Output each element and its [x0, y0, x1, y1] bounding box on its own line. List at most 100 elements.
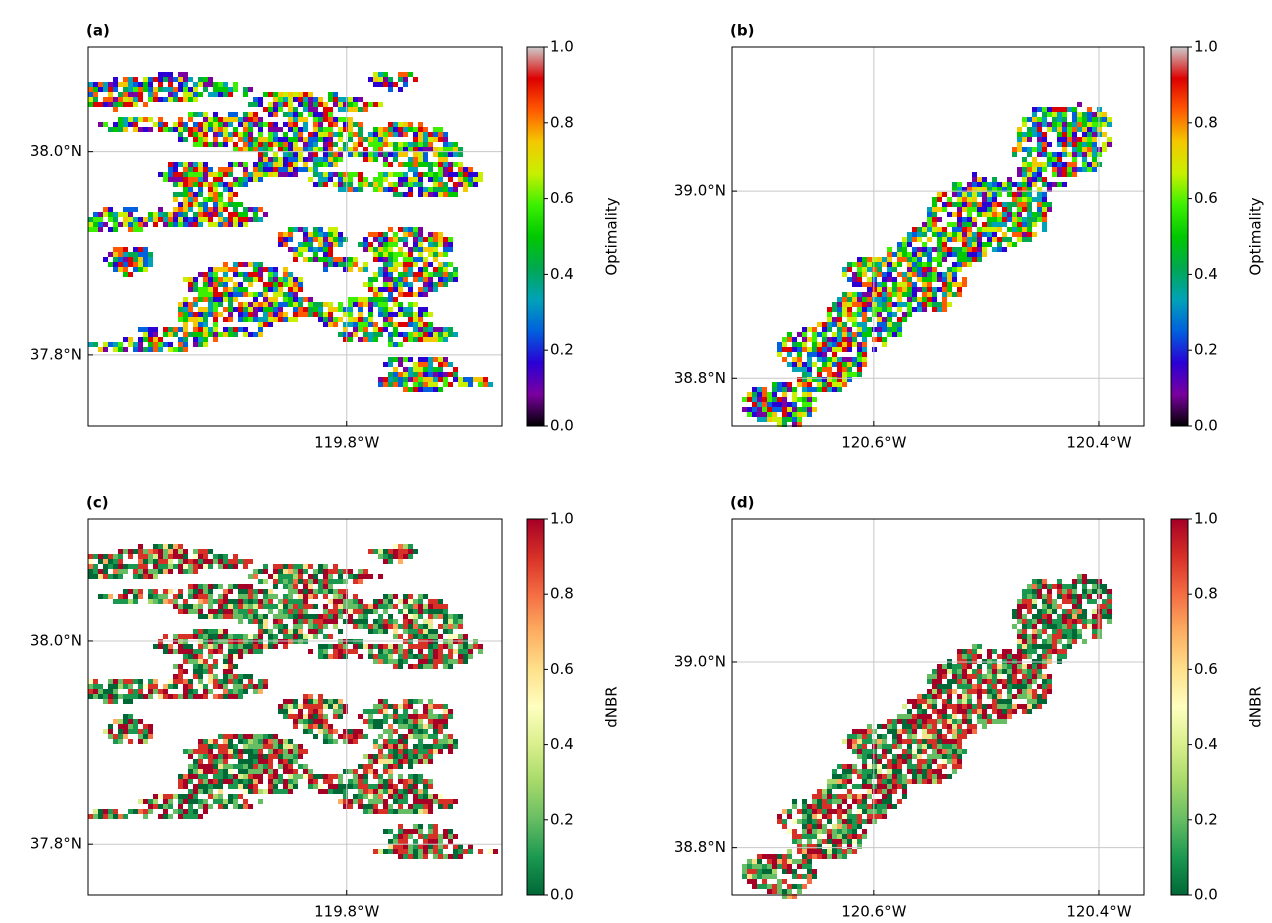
burn-pixel: [428, 262, 433, 267]
burn-pixel: [208, 739, 213, 744]
burn-pixel: [393, 549, 398, 554]
burn-pixel: [782, 382, 787, 387]
burn-pixel: [143, 809, 148, 814]
burn-pixel: [408, 649, 413, 654]
burn-pixel: [378, 784, 383, 789]
burn-pixel: [258, 142, 263, 147]
burn-pixel: [353, 579, 358, 584]
burn-pixel: [1032, 217, 1037, 222]
burn-pixel: [363, 769, 368, 774]
burn-pixel: [1042, 167, 1047, 172]
burn-pixel: [867, 282, 872, 287]
burn-pixel: [418, 844, 423, 849]
burn-pixel: [278, 639, 283, 644]
burn-pixel: [333, 644, 338, 649]
burn-pixel: [1087, 147, 1092, 152]
burn-pixel: [333, 182, 338, 187]
burn-pixel: [213, 744, 218, 749]
burn-pixel: [243, 272, 248, 277]
burn-pixel: [308, 312, 313, 317]
burn-pixel: [428, 337, 433, 342]
burn-pixel: [148, 804, 153, 809]
burn-pixel: [133, 77, 138, 82]
burn-pixel: [113, 87, 118, 92]
burn-pixel: [233, 202, 238, 207]
burn-pixel: [383, 177, 388, 182]
burn-pixel: [168, 342, 173, 347]
burn-pixel: [957, 247, 962, 252]
burn-pixel: [428, 357, 433, 362]
burn-pixel: [458, 854, 463, 859]
burn-pixel: [258, 277, 263, 282]
burn-pixel: [388, 739, 393, 744]
burn-pixel: [1082, 132, 1087, 137]
burn-pixel: [173, 122, 178, 127]
burn-pixel: [957, 217, 962, 222]
burn-pixel: [168, 649, 173, 654]
burn-pixel: [178, 177, 183, 182]
burn-pixel: [298, 714, 303, 719]
burn-pixel: [438, 252, 443, 257]
burn-pixel: [153, 599, 158, 604]
burn-pixel: [1037, 192, 1042, 197]
burn-pixel: [443, 854, 448, 859]
burn-pixel: [188, 207, 193, 212]
burn-pixel: [183, 92, 188, 97]
burn-pixel: [1012, 152, 1017, 157]
burn-pixel: [203, 327, 208, 332]
burn-pixel: [268, 609, 273, 614]
burn-pixel: [138, 799, 143, 804]
burn-pixel: [1012, 227, 1017, 232]
burn-pixel: [303, 137, 308, 142]
burn-pixel: [313, 127, 318, 132]
burn-pixel: [208, 639, 213, 644]
burn-pixel: [113, 684, 118, 689]
burn-pixel: [1052, 584, 1057, 589]
burn-pixel: [228, 197, 233, 202]
burn-pixel: [408, 774, 413, 779]
burn-pixel: [832, 332, 837, 337]
burn-pixel: [418, 594, 423, 599]
burn-pixel: [238, 122, 243, 127]
burn-pixel: [238, 559, 243, 564]
burn-pixel: [113, 122, 118, 127]
burn-pixel: [98, 102, 103, 107]
burn-pixel: [458, 162, 463, 167]
burn-pixel: [932, 297, 937, 302]
burn-pixel: [188, 809, 193, 814]
burn-pixel: [383, 799, 388, 804]
burn-pixel: [333, 729, 338, 734]
burn-pixel: [1062, 182, 1067, 187]
burn-pixel: [1097, 594, 1102, 599]
burn-pixel: [957, 227, 962, 232]
burn-pixel: [817, 387, 822, 392]
burn-pixel: [323, 257, 328, 262]
burn-pixel: [198, 192, 203, 197]
burn-pixel: [388, 277, 393, 282]
burn-pixel: [947, 267, 952, 272]
burn-pixel: [1052, 604, 1057, 609]
burn-pixel: [393, 237, 398, 242]
burn-pixel: [1102, 147, 1107, 152]
burn-pixel: [757, 417, 762, 422]
burn-pixel: [752, 412, 757, 417]
burn-pixel: [1072, 147, 1077, 152]
burn-pixel: [253, 332, 258, 337]
burn-pixel: [213, 554, 218, 559]
burn-pixel: [263, 684, 268, 689]
burn-pixel: [293, 584, 298, 589]
burn-pixel: [138, 559, 143, 564]
burn-pixel: [807, 337, 812, 342]
burn-pixel: [303, 232, 308, 237]
burn-pixel: [932, 287, 937, 292]
burn-pixel: [952, 202, 957, 207]
burn-pixel: [183, 172, 188, 177]
burn-pixel: [263, 292, 268, 297]
burn-pixel: [1042, 122, 1047, 127]
burn-pixel: [263, 754, 268, 759]
burn-pixel: [203, 629, 208, 634]
burn-pixel: [208, 212, 213, 217]
burn-pixel: [133, 342, 138, 347]
burn-pixel: [233, 132, 238, 137]
burn-pixel: [248, 122, 253, 127]
